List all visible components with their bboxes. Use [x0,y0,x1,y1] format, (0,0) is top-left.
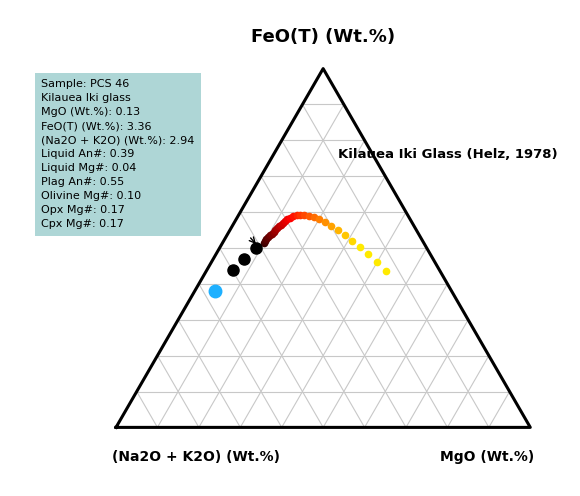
Text: (Na2O + K2O) (Wt.%): (Na2O + K2O) (Wt.%) [112,450,280,464]
Text: FeO(T) (Wt.%): FeO(T) (Wt.%) [251,28,395,46]
Text: Kilauea Iki Glass (Helz, 1978): Kilauea Iki Glass (Helz, 1978) [338,148,557,161]
Text: MgO (Wt.%): MgO (Wt.%) [440,450,534,464]
Text: Sample: PCS 46
Kilauea Iki glass
MgO (Wt.%): 0.13
FeO(T) (Wt.%): 3.36
(Na2O + K2: Sample: PCS 46 Kilauea Iki glass MgO (Wt… [41,79,195,229]
